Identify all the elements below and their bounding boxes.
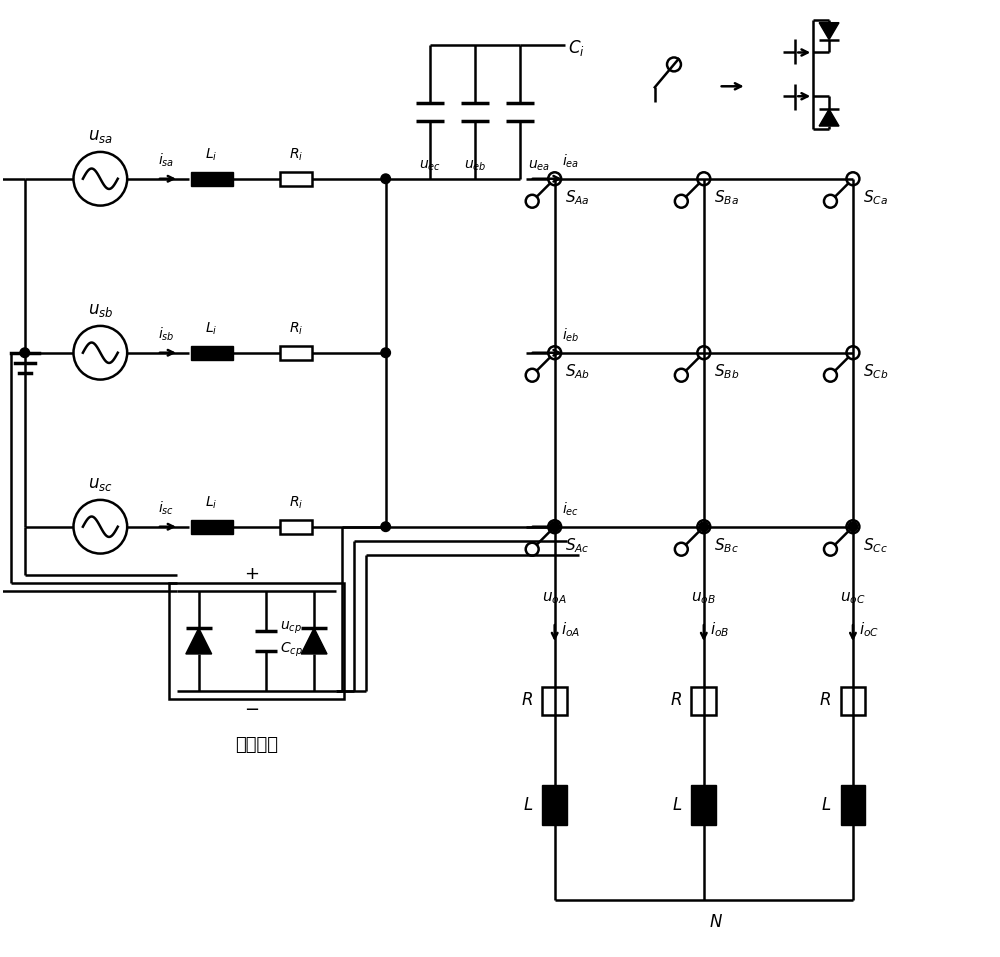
Text: $L_i$: $L_i$ [205,495,218,511]
Text: $S_{Bb}$: $S_{Bb}$ [714,363,739,382]
Text: $R_i$: $R_i$ [289,321,303,337]
Text: $i_{oC}$: $i_{oC}$ [859,621,879,639]
Bar [191,345,233,360]
Text: $i_{ea}$: $i_{ea}$ [562,152,579,169]
Text: $L_i$: $L_i$ [205,146,218,163]
Text: $N$: $N$ [709,915,723,931]
Text: $S_{Ab}$: $S_{Ab}$ [565,363,590,382]
Text: $u_{ec}$: $u_{ec}$ [419,159,441,173]
Text: $S_{Bc}$: $S_{Bc}$ [714,537,738,555]
Circle shape [381,522,390,531]
Text: $i_{oB}$: $i_{oB}$ [710,621,729,639]
Text: $S_{Ba}$: $S_{Ba}$ [714,189,739,208]
Text: $u_{ea}$: $u_{ea}$ [528,159,550,173]
Text: $S_{Cc}$: $S_{Cc}$ [863,537,888,555]
Circle shape [550,522,559,531]
Text: $S_{Aa}$: $S_{Aa}$ [565,189,589,208]
Circle shape [848,522,858,531]
Circle shape [381,174,390,184]
Text: $R_i$: $R_i$ [289,495,303,511]
Text: $i_{sb}$: $i_{sb}$ [158,325,175,343]
Text: $i_{sa}$: $i_{sa}$ [158,151,174,168]
Bar [280,345,312,360]
Text: $R$: $R$ [521,692,533,709]
Text: 箝位电路: 箝位电路 [235,737,278,754]
Polygon shape [819,23,839,39]
Text: $C_i$: $C_i$ [568,37,584,57]
Polygon shape [819,109,839,126]
Text: $S_{Cb}$: $S_{Cb}$ [863,363,888,382]
Text: $S_{Ca}$: $S_{Ca}$ [863,189,888,208]
Text: $-$: $-$ [244,699,259,717]
Text: $L_i$: $L_i$ [205,321,218,337]
Polygon shape [186,628,212,654]
Text: $i_{ec}$: $i_{ec}$ [562,501,579,518]
Text: $L$: $L$ [821,796,831,813]
Circle shape [699,522,709,531]
Text: $u_{oC}$: $u_{oC}$ [840,590,866,606]
Bar [691,687,716,715]
Text: $R$: $R$ [819,692,831,709]
Bar [841,687,865,715]
Text: $u_{sb}$: $u_{sb}$ [88,301,113,319]
Text: $S_{Ac}$: $S_{Ac}$ [565,537,589,555]
Text: $i_{eb}$: $i_{eb}$ [562,326,579,344]
Bar [691,785,716,825]
Bar [280,171,312,186]
Circle shape [550,522,559,531]
Bar [191,520,233,534]
Polygon shape [301,628,327,654]
Text: $u_{oB}$: $u_{oB}$ [691,590,716,606]
Text: $u_{cp}$: $u_{cp}$ [280,620,302,636]
Circle shape [381,348,390,358]
Text: $C_{cp}$: $C_{cp}$ [280,640,303,659]
Text: $L$: $L$ [523,796,533,813]
Bar [841,785,865,825]
Bar [191,171,233,186]
Text: $+$: $+$ [244,566,259,584]
Text: $u_{sc}$: $u_{sc}$ [88,476,113,493]
Text: $i_{sc}$: $i_{sc}$ [158,500,174,517]
Text: $R$: $R$ [670,692,682,709]
Text: $i_{oA}$: $i_{oA}$ [561,621,580,639]
Bar [542,785,567,825]
Bar [169,584,344,699]
Text: $L$: $L$ [672,796,682,813]
Circle shape [20,348,30,358]
Bar [542,687,567,715]
Text: $u_{eb}$: $u_{eb}$ [464,159,486,173]
Text: $R_i$: $R_i$ [289,146,303,163]
Text: $u_{oA}$: $u_{oA}$ [542,590,567,606]
Bar [280,520,312,534]
Text: $u_{sa}$: $u_{sa}$ [88,128,113,145]
